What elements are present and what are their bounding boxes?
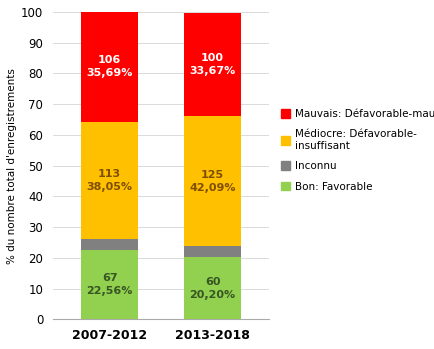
Bar: [184, 13, 241, 117]
Legend: Mauvais: Défavorable-mauvais, Médiocre: Défavorable-
insuffisant, Inconnu, Bon: : Mauvais: Défavorable-mauvais, Médiocre: …: [279, 107, 434, 194]
Bar: [184, 117, 241, 246]
Bar: [81, 12, 138, 122]
Bar: [81, 239, 138, 250]
Y-axis label: % du nombre total d'enregistrements: % du nombre total d'enregistrements: [7, 68, 17, 263]
Bar: [184, 257, 241, 319]
Bar: [184, 246, 241, 257]
Text: 100
33,67%: 100 33,67%: [189, 53, 236, 76]
Bar: [81, 250, 138, 319]
Text: 106
35,69%: 106 35,69%: [86, 55, 133, 79]
Text: 125
42,09%: 125 42,09%: [189, 170, 236, 193]
Bar: [81, 122, 138, 239]
Text: 60
20,20%: 60 20,20%: [190, 277, 236, 300]
Text: 67
22,56%: 67 22,56%: [86, 273, 133, 296]
Text: 113
38,05%: 113 38,05%: [87, 169, 133, 192]
